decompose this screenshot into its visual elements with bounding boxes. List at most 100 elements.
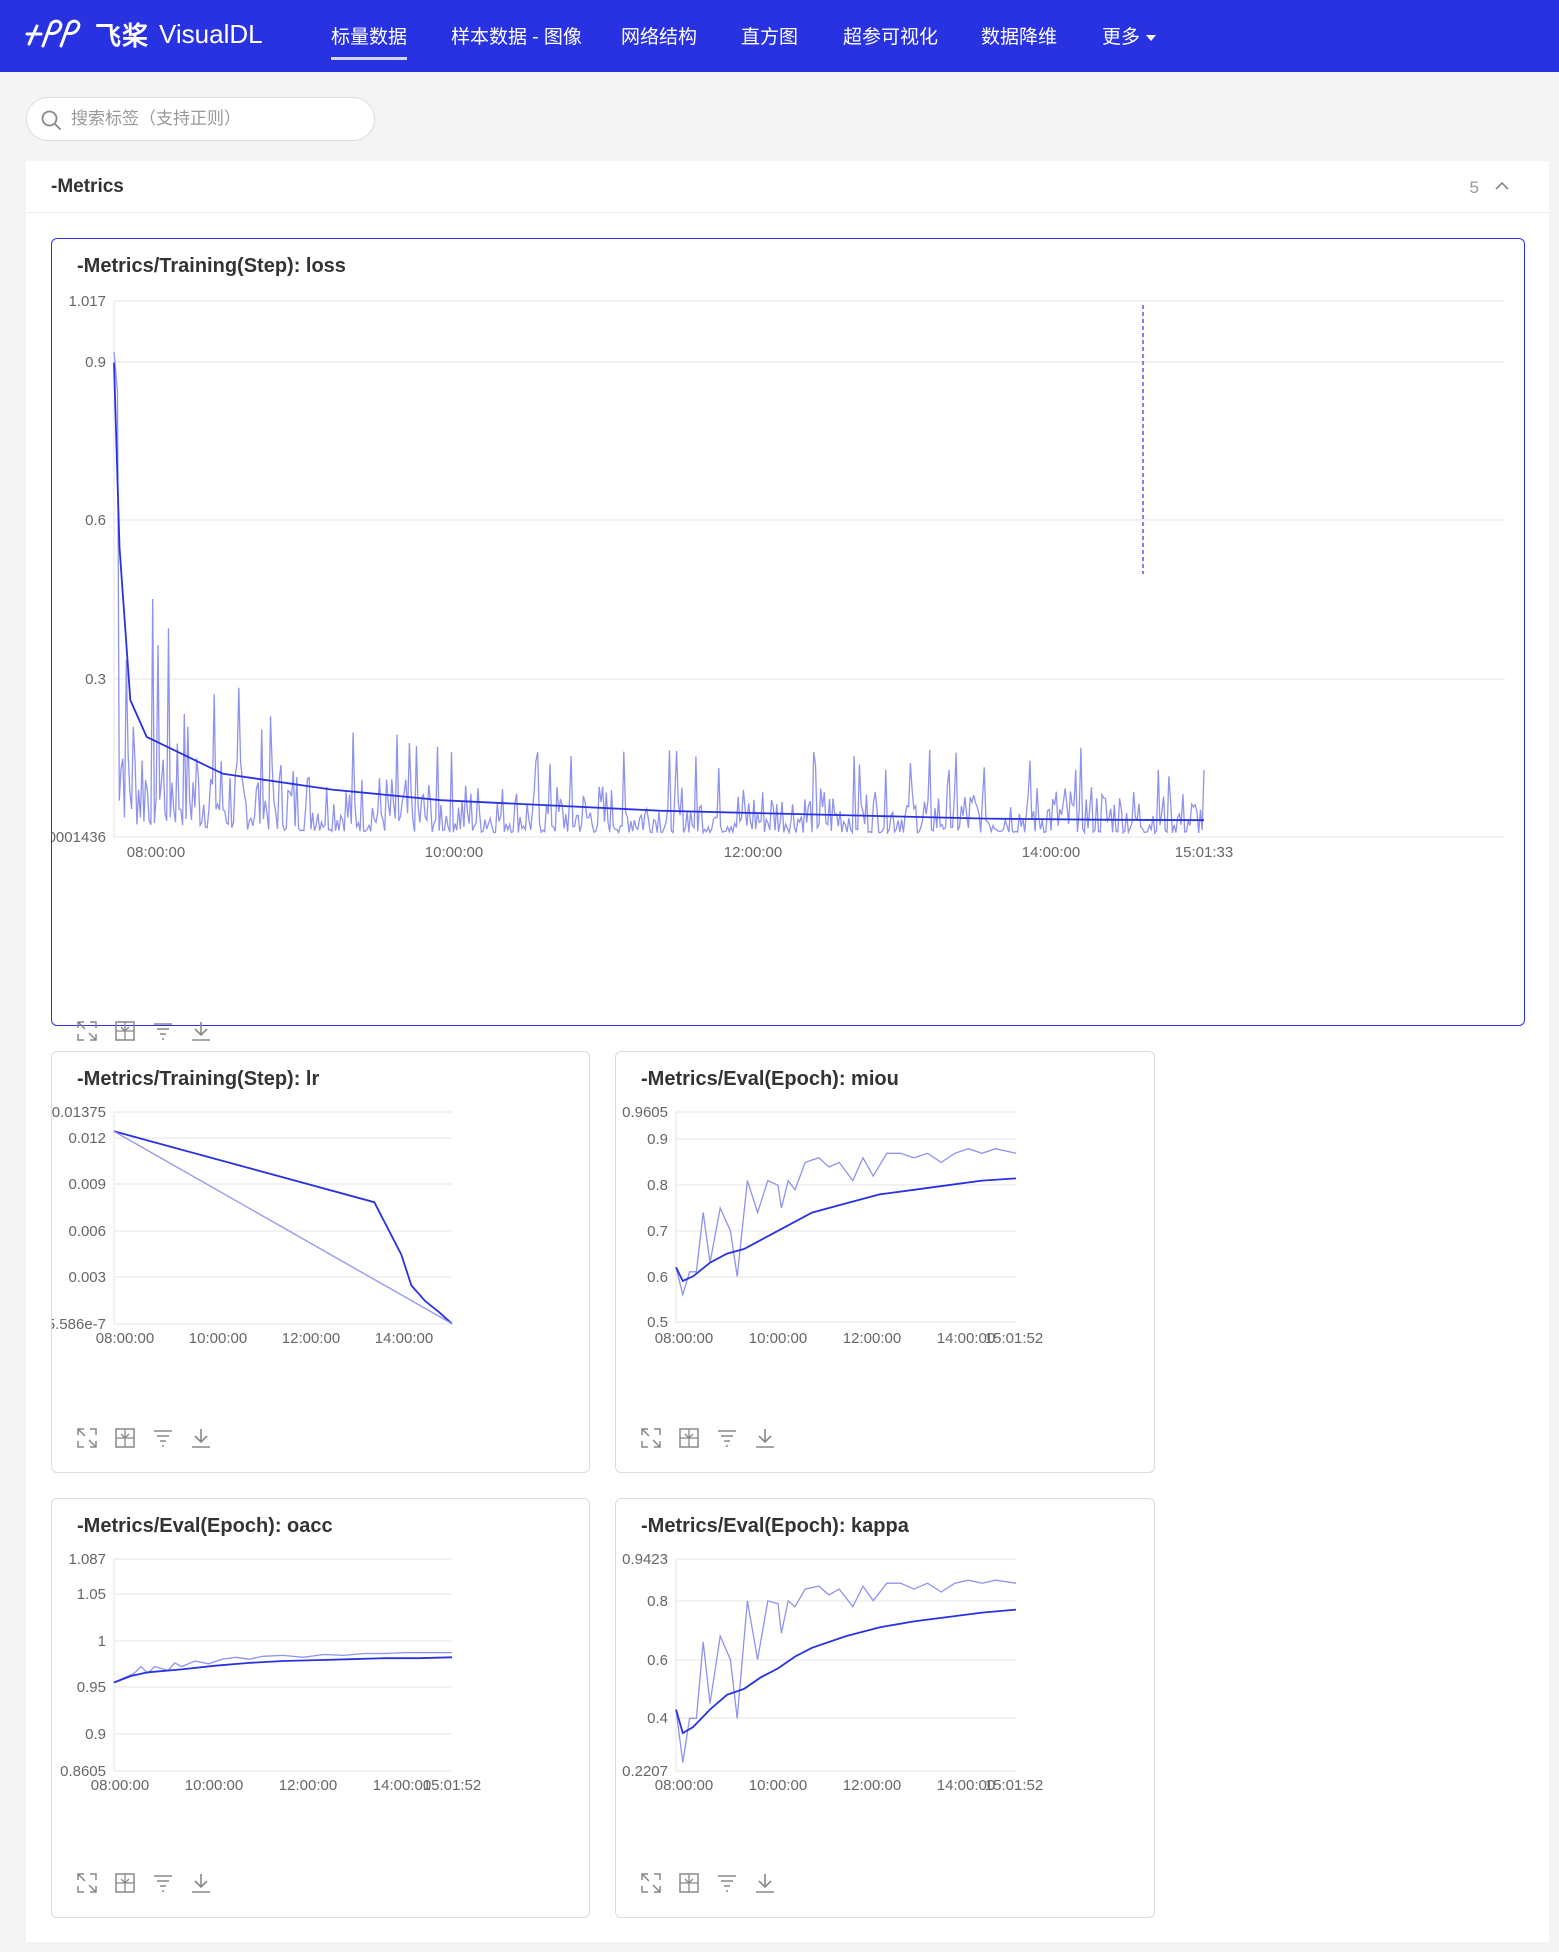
x-tick-label: 12:00:00	[724, 844, 782, 861]
download-icon[interactable]	[753, 1426, 777, 1450]
expand-icon[interactable]	[75, 1019, 99, 1043]
smoothed-series-line	[675, 1177, 1017, 1283]
x-tick-label: 15:01:52	[985, 1330, 1043, 1347]
download-icon[interactable]	[753, 1871, 777, 1895]
chevron-up-icon[interactable]	[1493, 177, 1511, 195]
chart-title: -Metrics/Eval(Epoch): oacc	[77, 1515, 333, 1537]
x-tick-label: 12:00:00	[282, 1330, 340, 1347]
x-tick-label: 12:00:00	[279, 1777, 337, 1794]
smoothed-series-line	[113, 362, 1205, 822]
y-tick-label: 0.8	[647, 1593, 668, 1610]
chart-loss[interactable]: 1.017 0.9 0.6 0.3 .0001436 08:00:00 10:00:00 12…	[52, 239, 1526, 1027]
y-tick-label: 0.003	[68, 1269, 106, 1286]
y-tick-label: 0.5	[647, 1314, 668, 1331]
y-tick-label: 0.012	[68, 1130, 106, 1147]
fit-icon[interactable]	[113, 1871, 137, 1895]
expand-icon[interactable]	[75, 1426, 99, 1450]
y-tick-label: 0.009	[68, 1176, 106, 1193]
x-tick-label: 14:00:00	[375, 1330, 433, 1347]
smoothed-series-line	[675, 1608, 1017, 1735]
x-tick-label: 14:00:00	[937, 1330, 995, 1347]
y-tick-label: 1.017	[68, 293, 106, 310]
filter-icon[interactable]	[151, 1871, 175, 1895]
x-tick-label: 14:00:00	[1022, 844, 1080, 861]
y-tick-label: 0.006	[68, 1223, 106, 1240]
download-icon[interactable]	[189, 1426, 213, 1450]
x-tick-label: 08:00:00	[655, 1330, 713, 1347]
chart-toolbar	[75, 1871, 213, 1895]
nav-histogram[interactable]: 直方图	[741, 27, 799, 48]
chart-title: -Metrics/Training(Step): lr	[77, 1068, 320, 1090]
chart-card-loss: -Metrics/Training(Step): loss 1.017 0.9 0.…	[51, 238, 1526, 1041]
x-tick-label: 08:00:00	[655, 1777, 713, 1794]
group-title: -Metrics	[51, 176, 124, 197]
nav-graph[interactable]: 网络结构	[621, 27, 698, 48]
x-tick-label: 10:00:00	[425, 844, 483, 861]
raw-series-line	[113, 1130, 453, 1325]
metrics-group: -Metrics 5 -Metrics/Training(Step): loss…	[26, 161, 1549, 1942]
chart-lr[interactable]: 0.01375 0.012 0.009 0.006 0.003 5.586e-708:00…	[52, 1052, 591, 1474]
x-tick-label: 10:00:00	[189, 1330, 247, 1347]
x-tick-label: 15:01:52	[423, 1777, 481, 1794]
y-tick-label: 0.4	[647, 1710, 668, 1727]
download-icon[interactable]	[189, 1871, 213, 1895]
y-tick-label: 1.087	[68, 1551, 106, 1568]
y-tick-label: 0.8605	[60, 1763, 106, 1780]
nav-scalar[interactable]: 标量数据	[331, 22, 408, 60]
chart-card-lr: -Metrics/Training(Step): lr 0.01375 0.012…	[51, 1051, 590, 1473]
y-tick-label: 0.2207	[622, 1763, 668, 1780]
filter-icon[interactable]	[715, 1871, 739, 1895]
nav-more-label: 更多	[1102, 27, 1141, 48]
chart-miou[interactable]: 0.9605 0.9 0.8 0.7 0.6 0.508:00:00 10:00:00 12:…	[616, 1052, 1156, 1474]
raw-series-line	[675, 1579, 1017, 1763]
nav-hparams[interactable]: 超参可视化	[843, 27, 939, 48]
chart-card-miou: -Metrics/Eval(Epoch): miou 0.9605 0.9 0.8 0…	[615, 1051, 1155, 1473]
tag-search	[26, 97, 375, 141]
filter-icon[interactable]	[151, 1426, 175, 1450]
y-tick-label: 1	[98, 1633, 106, 1650]
y-tick-label: 0.8	[647, 1177, 668, 1194]
expand-icon[interactable]	[639, 1871, 663, 1895]
logo[interactable]: 飞桨 VisualDL	[25, 14, 263, 54]
y-tick-label: 0.9	[85, 1726, 106, 1743]
nav-embeddings[interactable]: 数据降维	[981, 27, 1058, 48]
filter-icon[interactable]	[715, 1426, 739, 1450]
x-tick-label: 10:00:00	[749, 1777, 807, 1794]
fit-icon[interactable]	[113, 1019, 137, 1043]
fit-icon[interactable]	[113, 1426, 137, 1450]
fit-icon[interactable]	[677, 1871, 701, 1895]
raw-series-line	[113, 1651, 452, 1684]
y-tick-label: 0.9423	[622, 1551, 668, 1568]
smoothed-series-line	[113, 1130, 453, 1325]
brand-cn: 飞桨	[95, 20, 150, 51]
x-tick-label: 14:00:00	[937, 1777, 995, 1794]
download-icon[interactable]	[189, 1019, 213, 1043]
x-tick-label: 10:00:00	[185, 1777, 243, 1794]
search-input[interactable]	[71, 109, 351, 129]
filter-icon[interactable]	[151, 1019, 175, 1043]
expand-icon[interactable]	[639, 1426, 663, 1450]
expand-icon[interactable]	[75, 1871, 99, 1895]
x-tick-label: 15:01:52	[985, 1777, 1043, 1794]
group-count: 5	[1469, 178, 1479, 197]
group-header[interactable]: -Metrics 5	[26, 161, 1549, 213]
chart-title: -Metrics/Eval(Epoch): miou	[641, 1068, 899, 1090]
y-tick-label: 0.6	[647, 1652, 668, 1669]
brand-en: VisualDL	[159, 18, 263, 49]
nav-more[interactable]: 更多	[1102, 22, 1157, 49]
y-tick-label: .0001436	[52, 829, 106, 846]
x-tick-label: 08:00:00	[127, 844, 185, 861]
chart-toolbar	[75, 1426, 213, 1450]
y-tick-label: 0.01375	[52, 1104, 106, 1121]
nav-image-samples[interactable]: 样本数据 - 图像	[451, 27, 582, 48]
x-tick-label: 08:00:00	[91, 1777, 149, 1794]
y-tick-label: 0.9605	[622, 1104, 668, 1121]
y-tick-label: 0.9	[85, 354, 106, 371]
chart-toolbar	[75, 1019, 213, 1043]
raw-series-line	[113, 352, 1205, 835]
search-icon	[41, 110, 61, 130]
chart-card-kappa: -Metrics/Eval(Epoch): kappa 0.9423 0.8 0.6…	[615, 1498, 1155, 1918]
fit-icon[interactable]	[677, 1426, 701, 1450]
